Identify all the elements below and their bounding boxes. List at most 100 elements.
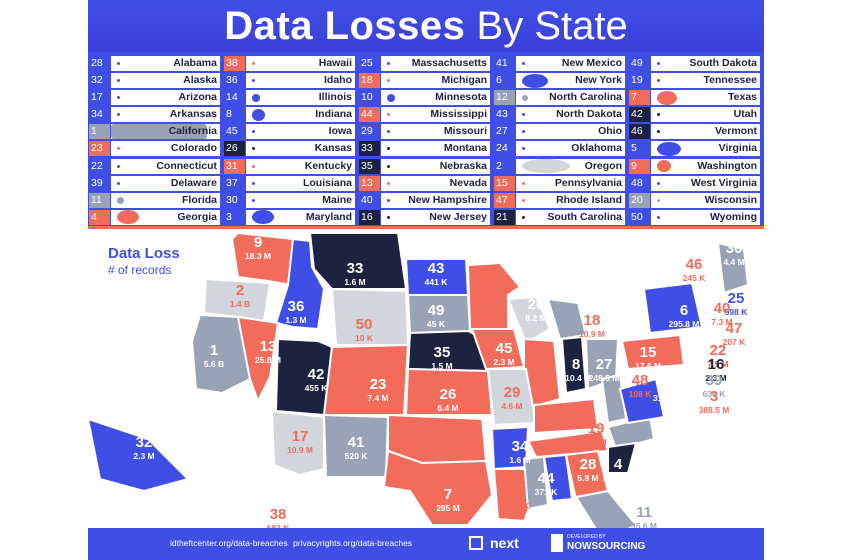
map-value-label: 2.3 M xyxy=(493,357,514,367)
state-idaho xyxy=(274,237,326,331)
map-value-label: 110.4 M xyxy=(561,373,591,383)
rank-row: 43 North Dakota xyxy=(493,106,626,123)
rank-row: 26 Kansas xyxy=(223,140,356,157)
map-value-label: 455 K xyxy=(305,383,329,393)
state-name: Georgia xyxy=(177,210,217,223)
state-name: West Virginia xyxy=(690,176,757,189)
rank-cell: Hawaii xyxy=(246,56,355,71)
state-name: Tennessee xyxy=(703,74,758,87)
magnitude-bubble xyxy=(522,113,525,117)
rank-cell: New Jersey xyxy=(381,209,490,225)
rank-row: 31 Kentucky xyxy=(223,158,356,175)
rank-number: 8 xyxy=(224,107,245,123)
rank-table: 28 Alabama 32 Alaska 17 Arizona 34 Arkansas 1 Cal… xyxy=(88,52,764,228)
rank-cell: Wyoming xyxy=(651,209,760,225)
map-value-label: 248.5 M xyxy=(589,373,620,383)
rank-row: 44 Mississippi xyxy=(358,106,491,123)
state-colorado xyxy=(322,343,410,416)
map-rank-label: 21 xyxy=(646,442,663,459)
rank-number: 39 xyxy=(89,175,110,191)
rank-cell: Texas xyxy=(651,90,760,106)
state-name: Louisiana xyxy=(302,176,352,189)
rank-cell: Pennsylvania xyxy=(516,175,625,191)
nowsourcing-logo-icon xyxy=(551,534,563,552)
rank-cell: Washington xyxy=(651,158,760,174)
rank-column: 38 Hawaii 36 Idaho 14 Illinois 8 Indiana 45 Iowa 2… xyxy=(223,55,356,226)
map-value-label: 441 K xyxy=(425,277,449,287)
magnitude-bubble xyxy=(522,94,528,101)
state-name: Vermont xyxy=(714,125,757,138)
map-rank-label: 49 xyxy=(428,302,445,319)
map-value-label: 371 K xyxy=(535,487,559,497)
map-value-label: 598 K xyxy=(725,307,749,317)
map-value-label: 18.3 M xyxy=(245,251,271,261)
rank-row: 9 Washington xyxy=(628,158,761,175)
rank-cell: Arkansas xyxy=(111,107,220,123)
rank-cell: Maryland xyxy=(246,209,355,225)
rank-number: 17 xyxy=(89,90,110,106)
magnitude-bubble xyxy=(252,79,255,83)
magnitude-bubble xyxy=(657,198,660,202)
state-name: Kansas xyxy=(314,142,352,155)
rank-cell: Tennessee xyxy=(651,73,760,89)
source-link-idtheft[interactable]: idtheftcenter.org/data-breaches xyxy=(170,538,288,548)
rank-number: 23 xyxy=(89,141,110,157)
map-rank-label: 27 xyxy=(596,356,613,373)
map-value-label: 6.4 M xyxy=(437,403,458,413)
map-rank-label: 6 xyxy=(680,302,688,319)
map-rank-label: 36 xyxy=(288,298,305,315)
map-rank-label: 10 xyxy=(484,262,501,279)
magnitude-bubble xyxy=(252,164,255,168)
rank-number: 30 xyxy=(224,192,245,208)
map-value-label: 295 M xyxy=(436,503,460,513)
rank-number: 15 xyxy=(494,175,515,191)
rank-number: 11 xyxy=(89,192,110,208)
rank-cell: Alabama xyxy=(111,56,220,71)
state-name: Illinois xyxy=(318,91,352,104)
map-value-label: 7.7 M xyxy=(643,459,664,469)
magnitude-bubble xyxy=(252,198,255,202)
state-name: Texas xyxy=(728,91,757,104)
rank-number: 25 xyxy=(359,56,380,71)
magnitude-bubble xyxy=(111,124,207,140)
state-name: Utah xyxy=(733,108,757,121)
magnitude-bubble xyxy=(522,73,548,88)
state-west-virginia xyxy=(600,373,628,425)
map-rank-label: 42 xyxy=(308,366,325,383)
magnitude-bubble xyxy=(117,210,139,225)
map-rank-label: 2 xyxy=(236,282,244,299)
rank-number: 34 xyxy=(89,107,110,123)
rank-row: 41 New Mexico xyxy=(493,55,626,72)
rank-number: 42 xyxy=(629,107,650,123)
magnitude-bubble xyxy=(252,181,255,185)
rank-row: 42 Utah xyxy=(628,106,761,123)
rank-number: 6 xyxy=(494,73,515,89)
map-value-label: 45.5 M xyxy=(479,279,505,289)
map-rank-label: 18 xyxy=(584,312,601,329)
rank-cell: Utah xyxy=(651,107,760,123)
rank-cell: Maine xyxy=(246,192,355,208)
magnitude-bubble xyxy=(117,147,120,151)
map-rank-label: 4 xyxy=(614,456,623,473)
rank-column: 25 Massachusetts 18 Michigan 10 Minnesota 44 Mi… xyxy=(358,55,491,226)
map-rank-label: 23 xyxy=(370,376,387,393)
map-value-label: 750 K xyxy=(507,501,531,511)
map-rank-label: 46 xyxy=(686,256,703,273)
magnitude-bubble xyxy=(387,93,395,102)
rank-cell: Kentucky xyxy=(246,158,355,174)
rank-row: 36 Idaho xyxy=(223,72,356,89)
map-rank-label: 44 xyxy=(538,470,555,487)
map-value-label: 295.8 M xyxy=(669,319,700,329)
rank-cell: Vermont xyxy=(651,124,760,140)
magnitude-bubble xyxy=(522,159,570,174)
nowsourcing-label: NOWSOURCING xyxy=(567,541,646,552)
magnitude-bubble xyxy=(387,181,390,185)
header-banner: Data Losses By State xyxy=(88,0,764,52)
source-link-privacyrights[interactable]: privacyrights.org/data-breaches xyxy=(293,538,413,548)
map-value-label: 7.3 M xyxy=(453,445,474,455)
rank-number: 29 xyxy=(359,124,380,140)
rank-cell: South Dakota xyxy=(651,56,760,71)
rank-cell: Mississippi xyxy=(381,107,490,123)
rank-row: 27 Ohio xyxy=(493,123,626,140)
rank-row: 48 West Virginia xyxy=(628,175,761,192)
